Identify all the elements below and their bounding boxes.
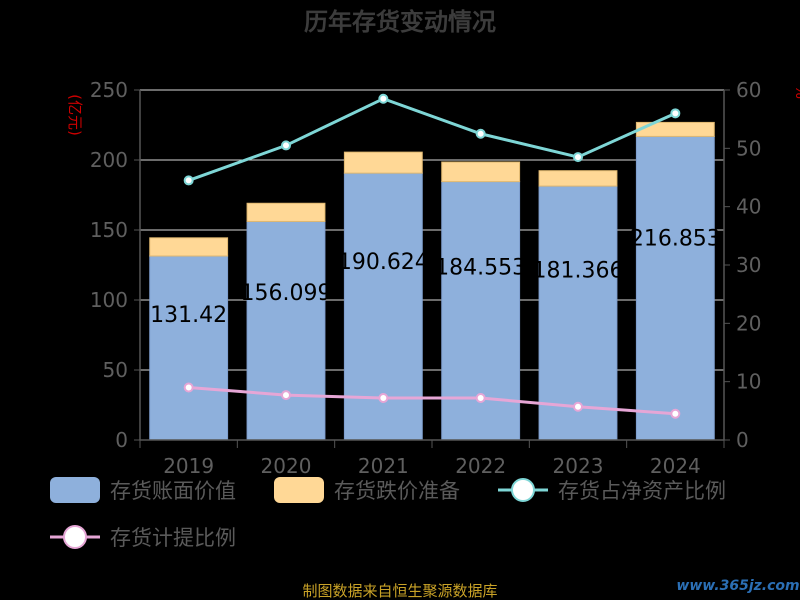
grid	[140, 89, 724, 371]
line-point	[670, 108, 681, 119]
line-point	[573, 152, 583, 163]
right-axis-tick-label: 0	[736, 428, 749, 452]
bar-book-value	[149, 255, 229, 441]
bar-impairment-reserve	[538, 170, 618, 187]
line-point	[670, 408, 681, 419]
right-axis-tick-label: 30	[736, 253, 761, 277]
right-axis-tick-label: 50	[736, 136, 761, 160]
left-axis-tick-label: 150	[90, 218, 128, 242]
bar-value-label: 216.853	[630, 227, 721, 252]
legend-item: 存货占净资产比例	[498, 478, 726, 503]
legend-marker	[63, 525, 87, 549]
right-axis-tick-label: 40	[736, 195, 761, 219]
legend-label: 存货占净资产比例	[558, 479, 726, 503]
line-point	[281, 140, 291, 151]
bar-value-label: 184.553	[435, 256, 526, 281]
bar-book-value	[538, 185, 618, 441]
left-axis-tick-label: 0	[115, 428, 128, 452]
right-axis-unit: %	[792, 85, 800, 99]
line-point	[573, 401, 583, 412]
x-axis-tick-label: 2024	[650, 454, 701, 478]
legend-item: 存货计提比例	[50, 525, 236, 550]
x-axis-tick-label: 2021	[358, 454, 409, 478]
bar-value-label: 131.42	[150, 303, 227, 328]
line-point	[183, 382, 194, 393]
bar-value-label: 190.624	[338, 250, 429, 275]
line-point	[475, 128, 486, 139]
legend-label: 存货跌价准备	[334, 479, 460, 503]
left-axis-unit: (亿元)	[66, 94, 84, 136]
legend-label: 存货计提比例	[110, 526, 236, 550]
legend-swatch	[50, 477, 100, 503]
line-point	[281, 390, 291, 401]
line-point	[378, 393, 389, 403]
axes: 0 50 100 150 200 250 0 10 20 30 40 50 60 2019 2020 2021…	[90, 78, 762, 478]
right-axis-tick-label: 10	[736, 370, 761, 394]
legend-item: 存货跌价准备	[274, 477, 460, 503]
bar-impairment-reserve	[343, 151, 423, 174]
lines	[183, 93, 681, 419]
left-axis-tick-label: 100	[90, 288, 128, 312]
line-point	[183, 175, 194, 186]
left-axis-tick-label: 50	[103, 358, 128, 382]
legend-item: 存货账面价值	[50, 477, 236, 503]
x-axis-tick-label: 2022	[455, 454, 506, 478]
bar-book-value	[635, 135, 715, 441]
chart-title: 历年存货变动情况	[304, 8, 496, 36]
left-axis-tick-label: 200	[90, 148, 128, 172]
bar-impairment-reserve	[441, 161, 521, 183]
bar-value-label: 156.099	[241, 281, 332, 306]
left-axis-tick-label: 250	[90, 78, 128, 102]
line-point	[378, 93, 389, 104]
x-axis-tick-label: 2019	[163, 454, 214, 478]
bar-impairment-reserve	[246, 202, 326, 222]
watermark: www.365jz.com	[676, 578, 799, 594]
data-source: 制图数据来自恒生聚源数据库	[302, 582, 497, 600]
bar-impairment-reserve	[149, 237, 229, 257]
right-axis-tick-label: 20	[736, 311, 761, 335]
bar-value-label: 181.366	[533, 258, 624, 283]
right-axis-tick-label: 60	[736, 78, 761, 102]
legend-marker	[511, 478, 535, 502]
line-provision-ratio	[188, 386, 676, 416]
x-axis-tick-label: 2020	[261, 454, 312, 478]
x-axis-tick-label: 2023	[553, 454, 604, 478]
line-inventory-to-net-assets	[188, 97, 676, 182]
legend-swatch	[274, 477, 324, 503]
legend-label: 存货账面价值	[110, 479, 236, 503]
line-point	[475, 393, 486, 403]
bar-book-value	[246, 220, 326, 441]
